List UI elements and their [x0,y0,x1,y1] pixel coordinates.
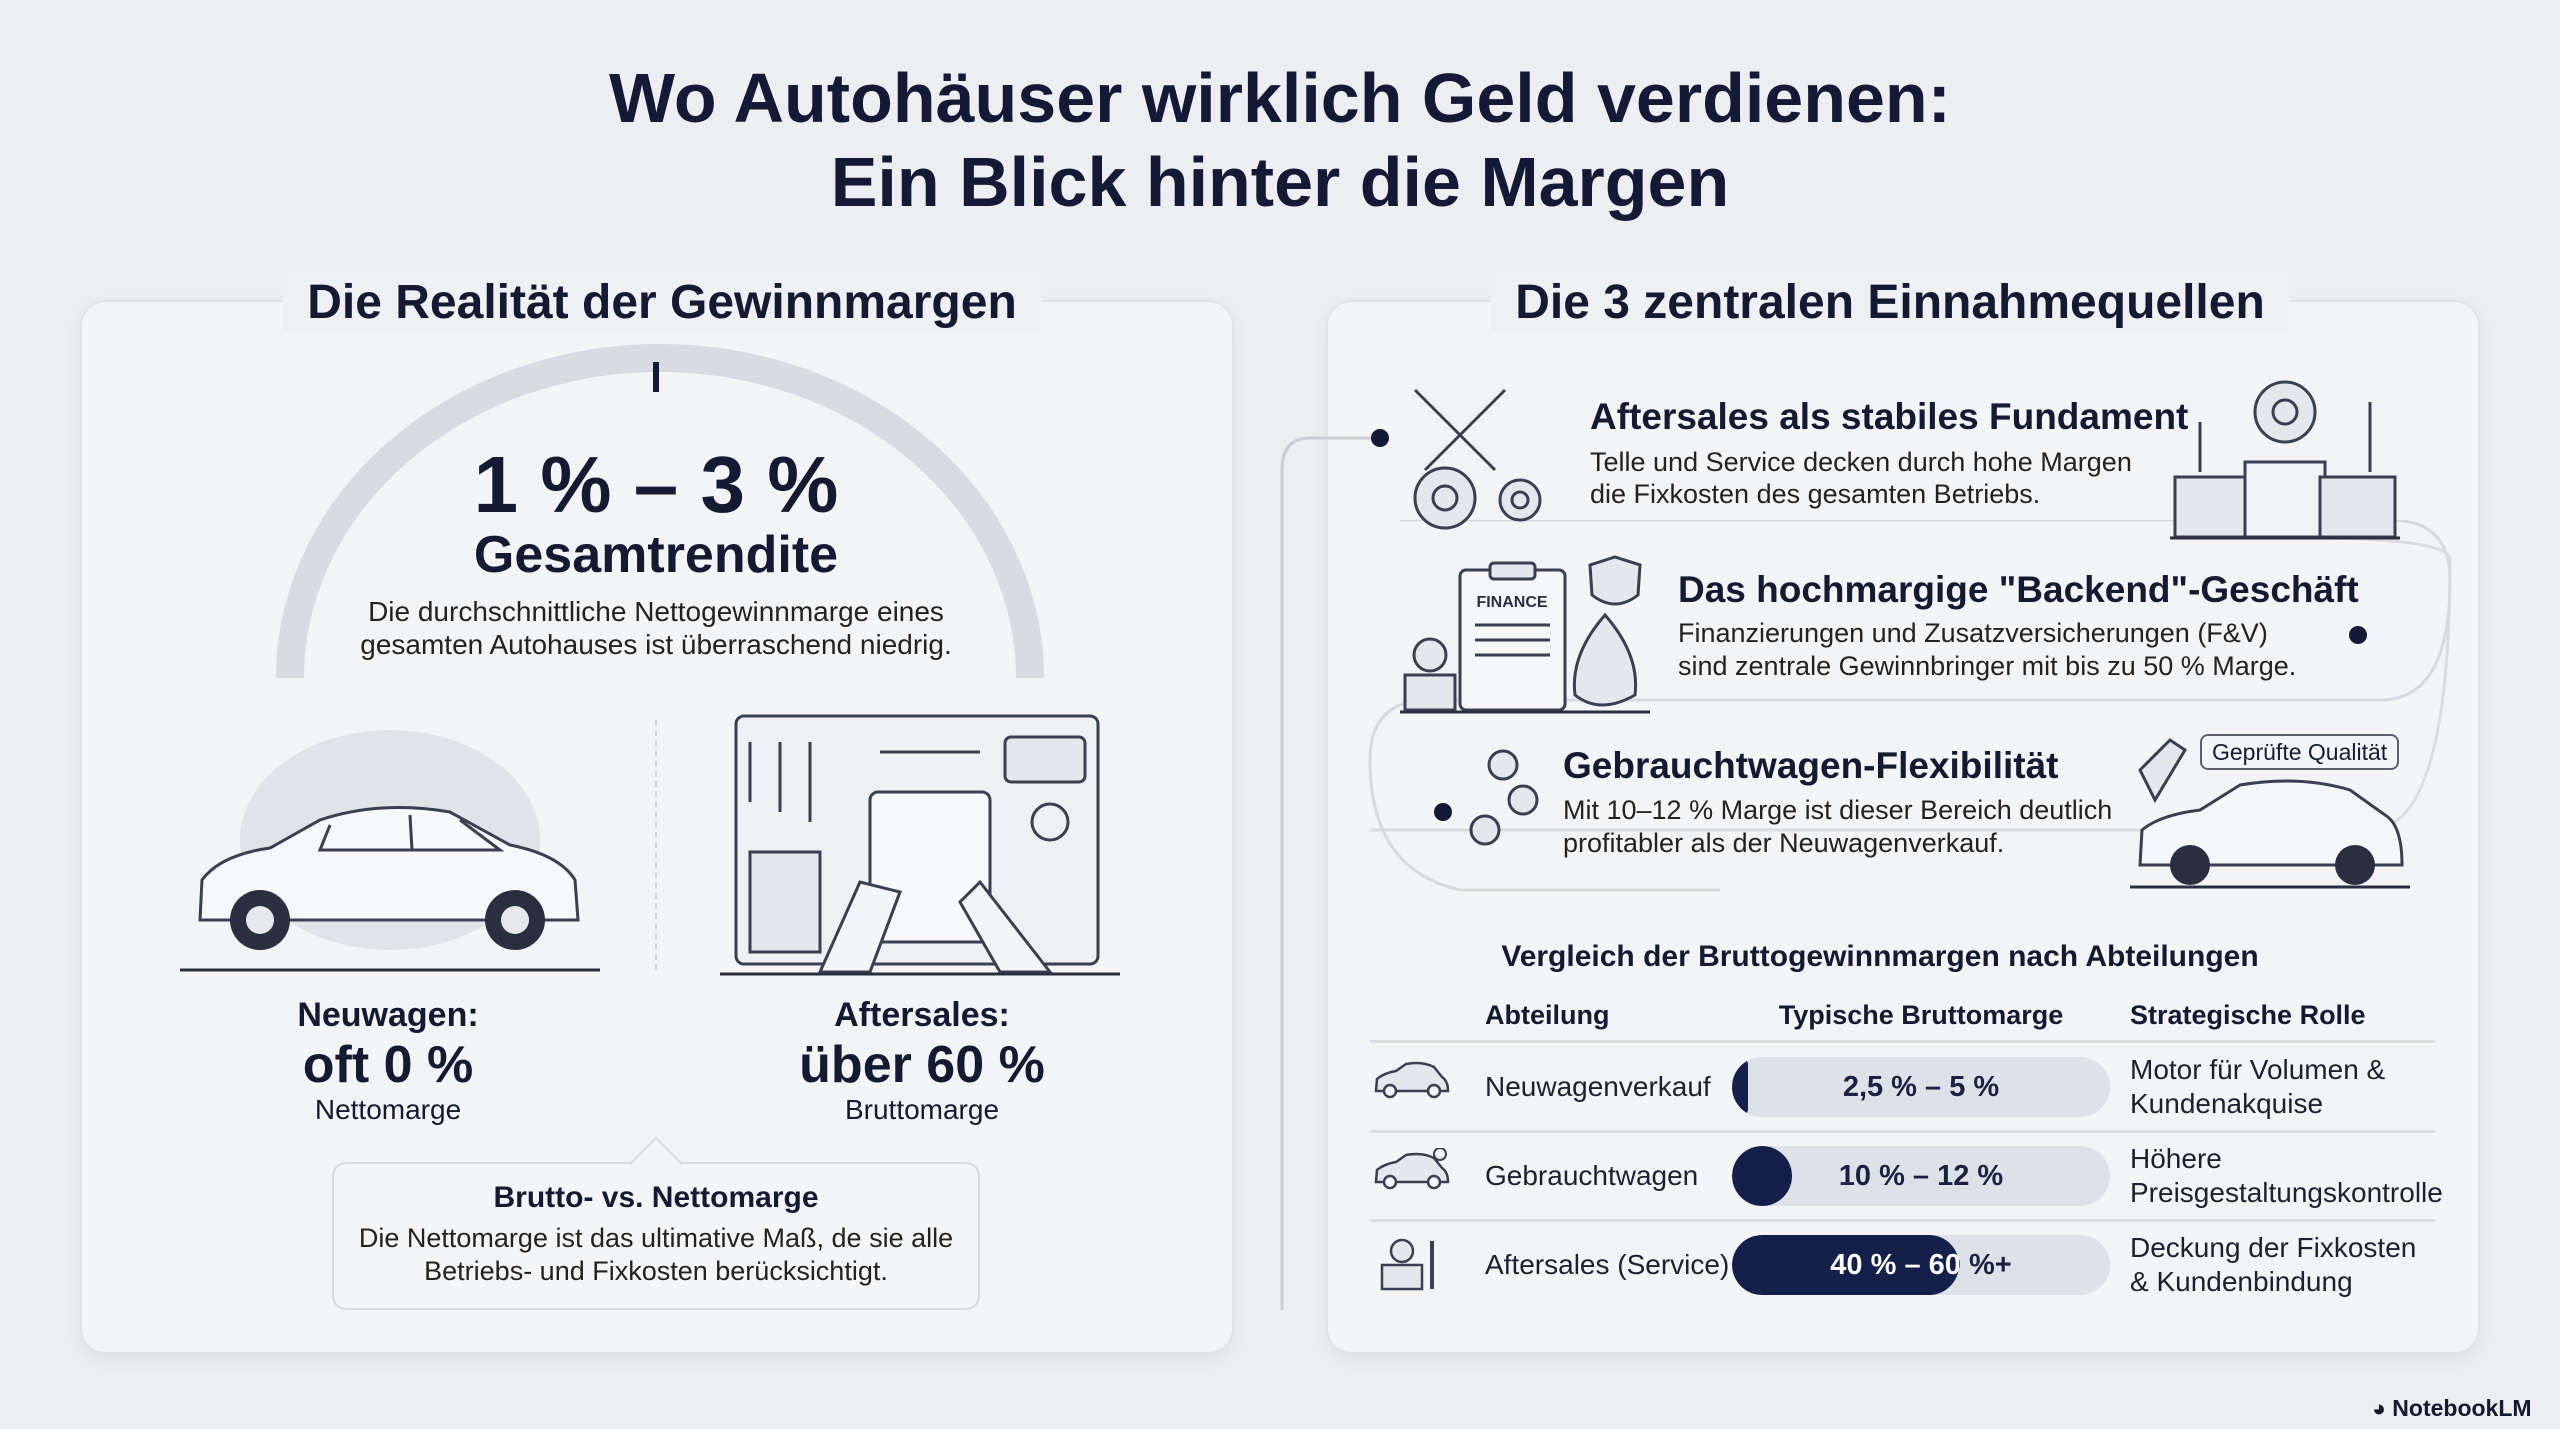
margin-bar: 40 % – 60 %+ [1732,1235,2110,1295]
notebooklm-logo: ◕ NotebookLM [2372,1394,2532,1422]
col-header-role: Strategische Rolle [2130,1000,2366,1030]
aftersales-value: über 60 % [799,1036,1045,1094]
table-header-divider [1370,1040,2435,1043]
row-role-2: & Kundenbindung [2130,1266,2353,1297]
callout-text-2: Betriebs- und Fixkosten berücksichtigt. [424,1256,888,1286]
notebooklm-icon: ◕ [2372,1395,2386,1421]
margin-bar-label: 2,5 % – 5 % [1842,1071,2000,1103]
margin-bar-fill [1732,1057,1748,1117]
total-return-value: 1 % – 3 % [473,440,839,529]
new-cars-label: Neuwagen: [297,996,479,1034]
new-cars-value: oft 0 % [302,1036,474,1094]
callout-title: Brutto- vs. Nettomarge [493,1181,819,1214]
total-return-label: Gesamtrendite [473,526,839,584]
car-icon [180,730,600,972]
callout-pointer [630,1136,682,1165]
row-divider [1370,1219,2435,1222]
margin-bar-label: 10 % – 12 % [1838,1160,2004,1192]
page-title-line1: Wo Autohäuser wirklich Geld verdienen: [609,59,1951,137]
timeline-dot-1 [1371,429,1389,447]
margin-bar: 2,5 % – 5 % [1732,1057,2110,1117]
margin-bar-label: 40 % – 60 %+ [1732,1235,2110,1295]
card-1-title: Aftersales als stabiles Fundament [1590,396,2189,437]
podium-icon [2170,380,2400,540]
card-2-body-2: sind zentrale Gewinnbringer mit bis zu 5… [1678,651,2297,681]
aftersales-sub: Bruttomarge [844,1094,1000,1125]
table-title: Vergleich der Bruttogewinnmargen nach Ab… [1501,940,2259,973]
aftersales-label: Aftersales: [834,996,1010,1034]
card-outlines [1368,520,2452,892]
used-car-icon [2130,779,2410,889]
new-cars-sub: Nettomarge [314,1094,462,1125]
left-panel-heading: Die Realität der Gewinnmargen [283,273,1041,333]
wrench-gears-icon [1413,388,1542,530]
card-1-body-2: die Fixkosten des gesamten Betriebs. [1590,479,2041,509]
clipboard-label: FINANCE [1476,594,1547,611]
quality-badge: Geprüfte Qualität [2200,734,2400,770]
row-department: Gebrauchtwagen [1485,1160,1699,1191]
coins-icon [1469,749,1539,846]
right-panel-heading: Die 3 zentralen Einnahmequellen [1491,273,2289,333]
total-return-desc-2: gesamten Autohauses ist überraschend nie… [360,629,952,660]
gear-wrench-icon [1380,1238,1434,1291]
connector-path [1280,436,2452,1310]
row-role-2: Kundenakquise [2130,1088,2324,1119]
timeline-dot-2 [2349,626,2367,644]
margin-bar: 10 % – 12 % [1732,1146,2110,1206]
callout-text-1: Die Nettomarge ist das ultimative Maß, d… [358,1223,954,1253]
notebooklm-brand: NotebookLM [2392,1395,2532,1421]
gross-vs-net-callout [332,1162,980,1310]
card-3-body-2: profitabler als der Neuwagenverkauf. [1563,828,2005,858]
finance-clipboard-icon: FINANCE [1400,555,1650,714]
card-2-title: Das hochmargige "Backend"-Geschäft [1678,569,2359,610]
card-3-body-1: Mit 10–12 % Marge ist dieser Bereich deu… [1563,795,2113,825]
row-divider [1370,1130,2435,1133]
row-department: Neuwagenverkauf [1485,1071,1711,1102]
margin-bar-fill [1732,1146,1793,1206]
car-icon [1374,1061,1450,1099]
row-role-1: Motor für Volumen & [2130,1054,2386,1085]
timeline-dot-3 [1434,803,1452,821]
card-2-body-1: Finanzierungen und Zusatzversicherungen … [1678,618,2268,648]
row-department: Aftersales (Service) [1485,1249,1730,1280]
total-return-desc-1: Die durchschnittliche Nettogewinnmarge e… [368,596,944,627]
row-role-2: Preisgestaltungskontrolle [2130,1177,2443,1208]
row-role-1: Höhere [2130,1143,2222,1174]
col-header-margin: Typische Bruttomarge [1778,1000,2064,1030]
car-check-icon [1374,1148,1450,1190]
page-title-line2: Ein Blick hinter die Margen [830,143,1730,221]
row-role-1: Deckung der Fixkosten [2130,1232,2417,1263]
gauge-arc [276,344,1044,679]
col-header-department: Abteilung [1485,1000,1610,1030]
price-tag-icon [2138,738,2188,804]
divider [655,720,657,970]
card-3-title: Gebrauchtwagen-Flexibilität [1563,745,2059,786]
margin-bar-fill [1732,1235,1959,1295]
workshop-tools-icon [720,714,1120,976]
card-1-body-1: Telle und Service decken durch hohe Marg… [1590,447,2132,477]
